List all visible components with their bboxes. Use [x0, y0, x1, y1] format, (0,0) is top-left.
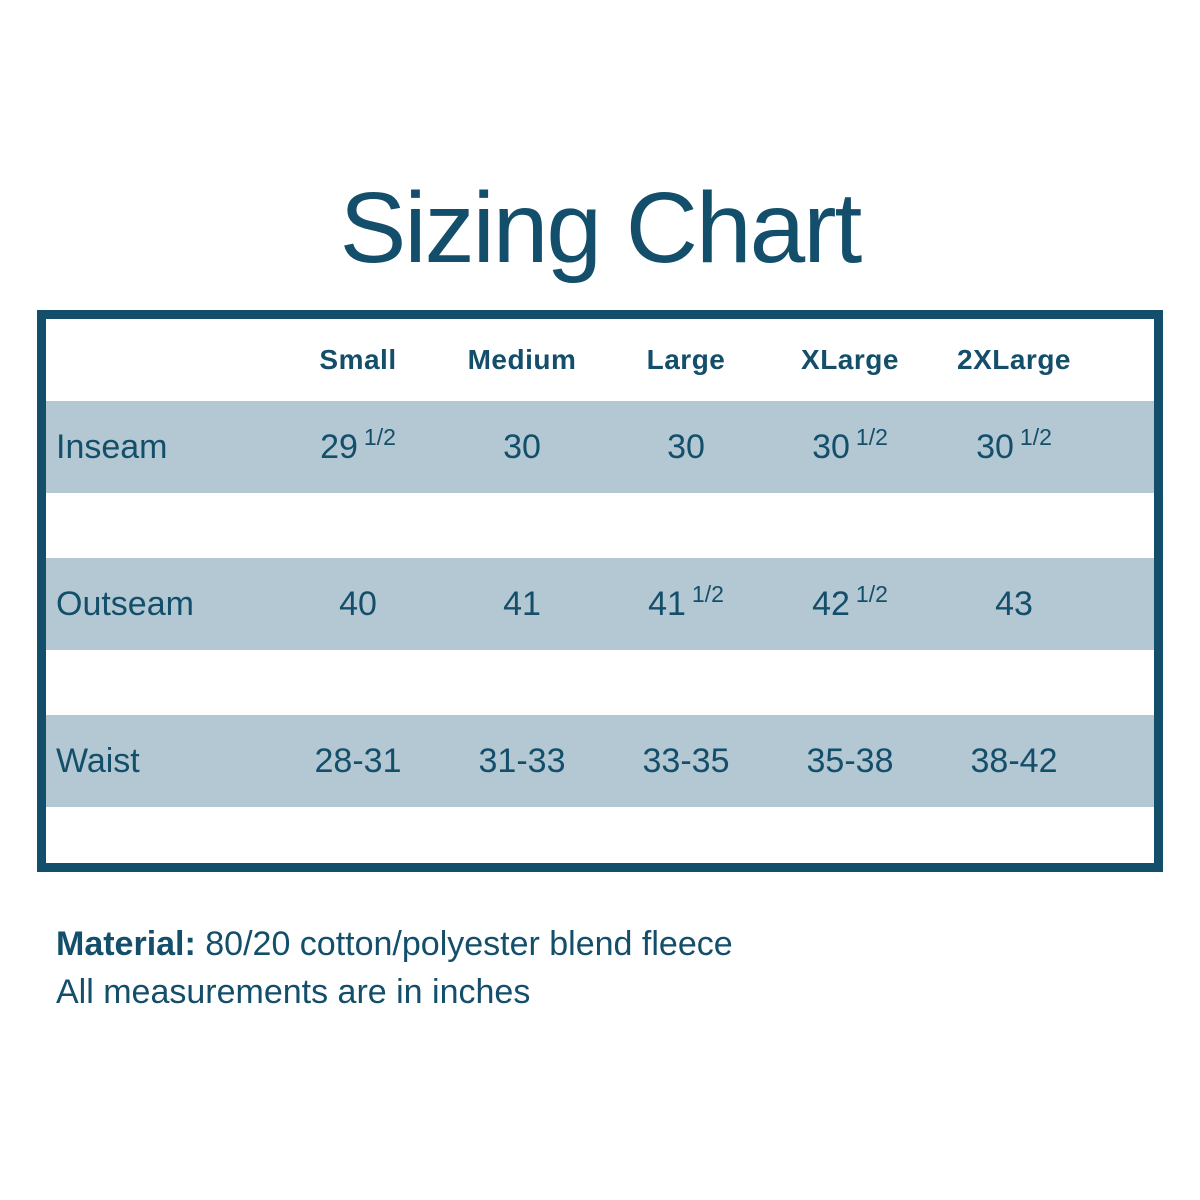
table-cell: 43 — [995, 584, 1033, 623]
column-header: XLarge — [801, 344, 899, 375]
table-cell: 30 1/2 — [812, 423, 888, 466]
footer-notes: Material: 80/20 cotton/polyester blend f… — [56, 920, 1200, 1016]
column-header: Large — [646, 344, 726, 375]
column-header: Small — [319, 344, 397, 375]
table-cell: 30 — [667, 427, 705, 466]
column-header: 2XLarge — [957, 344, 1071, 375]
table-cell: 41 — [503, 584, 541, 623]
table-cell: 28-31 — [314, 741, 402, 780]
cell-fraction: 1/2 — [691, 580, 724, 607]
cell-fraction: 1/2 — [1019, 423, 1052, 450]
sizing-table: Small Medium Large XLarge 2XLarge Inseam 29 1/2… — [37, 310, 1163, 872]
table-cell: 42 1/2 — [812, 580, 888, 623]
cell-fraction: 1/2 — [363, 423, 396, 450]
column-header: Medium — [467, 344, 577, 375]
row-label: Outseam — [56, 584, 194, 623]
table-cell: 41 1/2 — [648, 580, 724, 623]
table-cell: 40 — [339, 584, 377, 623]
header-row: Small Medium Large XLarge 2XLarge — [46, 319, 1154, 401]
table-cell: 30 1/2 — [976, 423, 1052, 466]
measurements-note: All measurements are in inches — [56, 973, 531, 1011]
material-line: Material: 80/20 cotton/polyester blend f… — [56, 920, 1200, 968]
table-row: Waist 28-31 31-33 33-35 35-38 38-42 — [46, 715, 1154, 807]
table-cell: 33-35 — [642, 741, 730, 780]
table-row: Outseam 40 41 41 1/2 42 1/2 43 — [46, 558, 1154, 650]
table-cell: 30 — [503, 427, 541, 466]
table-cell: 31-33 — [478, 741, 566, 780]
table-cell: 38-42 — [970, 741, 1058, 780]
table-row: Inseam 29 1/2 30 30 30 1/2 30 1/2 — [46, 401, 1154, 493]
cell-fraction: 1/2 — [855, 580, 888, 607]
cell-fraction: 1/2 — [855, 423, 888, 450]
row-label: Inseam — [56, 427, 168, 466]
page-title: Sizing Chart — [339, 172, 863, 284]
material-label: Material: — [56, 925, 196, 963]
row-label: Waist — [56, 741, 140, 780]
material-text: 80/20 cotton/polyester blend fleece — [195, 925, 733, 963]
table-cell: 35-38 — [806, 741, 894, 780]
table-cell: 29 1/2 — [320, 423, 396, 466]
